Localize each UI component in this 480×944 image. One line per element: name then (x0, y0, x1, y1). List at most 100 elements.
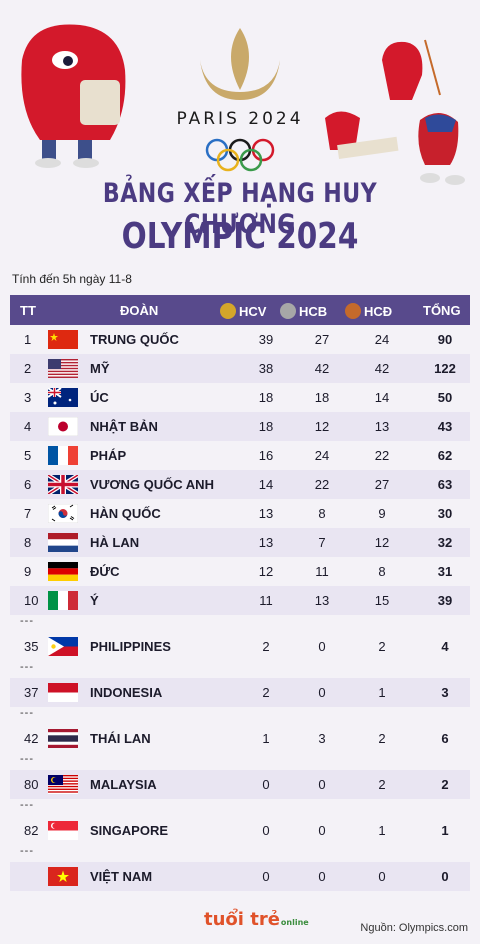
separator-dashes: --- (20, 661, 34, 673)
de-flag-icon (48, 562, 78, 581)
bronze-count: 2 (378, 731, 386, 746)
total-count: 39 (437, 593, 453, 608)
silver-count: 12 (314, 419, 330, 434)
col-rank: TT (20, 303, 36, 318)
rank-cell: 7 (24, 506, 32, 521)
team-name: PHILIPPINES (90, 639, 171, 654)
id-flag-icon (48, 683, 78, 702)
total-count: 43 (437, 419, 453, 434)
silver-count: 42 (314, 361, 330, 376)
team-name: HÀN QUỐC (90, 506, 161, 521)
au-flag-icon (47, 387, 78, 407)
bronze-count: 15 (374, 593, 390, 608)
silver-count: 22 (314, 477, 330, 492)
total-count: 2 (441, 777, 449, 792)
rank-cell: 4 (24, 419, 32, 434)
team-name: VIỆT NAM (90, 869, 153, 884)
gold-count: 16 (258, 448, 274, 463)
table-body: 1 TRUNG QUỐC 39 27 24 90 2 MỸ 38 42 42 122 3 ÚC 18 18 14… (10, 325, 470, 891)
gold-count: 11 (259, 593, 273, 608)
bronze-count: 1 (378, 823, 386, 838)
silver-count: 27 (314, 332, 330, 347)
team-name: PHÁP (90, 448, 127, 463)
gold-count: 2 (262, 685, 270, 700)
table-row: 1 TRUNG QUỐC 39 27 24 90 (10, 325, 470, 354)
silver-count: 13 (314, 593, 330, 608)
team-name: NHẬT BẢN (90, 419, 158, 434)
col-bronze: HCĐ (345, 303, 392, 319)
team-name: Ý (90, 593, 99, 608)
col-gold: HCV (220, 303, 266, 319)
total-count: 1 (441, 823, 449, 838)
page-subtitle: OLYMPIC 2024 (121, 216, 359, 257)
silver-count: 0 (318, 777, 326, 792)
separator-dashes: --- (20, 707, 34, 719)
table-row: 9 ĐỨC 12 11 8 31 (10, 557, 470, 586)
silver-medal-icon (280, 303, 296, 319)
rank-cell: 8 (24, 535, 32, 550)
my-flag-icon (48, 775, 78, 794)
table-row: 4 NHẬT BẢN 18 12 13 43 (10, 412, 470, 441)
table-row: 80 MALAYSIA 0 0 2 2 (10, 770, 470, 799)
row-separator: --- (10, 799, 470, 816)
silver-count: 0 (318, 685, 326, 700)
silver-count: 7 (318, 535, 326, 550)
separator-dashes: --- (20, 753, 34, 765)
silver-count: 3 (318, 731, 326, 746)
jp-flag-icon (47, 416, 79, 437)
silver-count: 8 (318, 506, 326, 521)
team-name: HÀ LAN (90, 535, 140, 550)
ph-flag-icon (48, 637, 78, 656)
row-separator: --- (10, 661, 470, 678)
rank-cell: 10 (24, 593, 39, 608)
row-separator: --- (10, 845, 470, 862)
bronze-count: 9 (378, 506, 386, 521)
col-team: ĐOÀN (120, 303, 159, 318)
rank-cell: 42 (24, 731, 39, 746)
total-count: 62 (437, 448, 453, 463)
team-name: ĐỨC (90, 564, 120, 579)
team-name: THÁI LAN (90, 731, 151, 746)
it-flag-icon (48, 591, 78, 610)
silver-count: 11 (315, 564, 329, 579)
header-artwork: PARIS 2024 BẢNG XẾP HẠNG HUY CHƯƠNG OLYM… (0, 0, 480, 270)
team-name: VƯƠNG QUỐC ANH (90, 477, 214, 492)
row-separator: --- (10, 753, 470, 770)
total-count: 0 (441, 869, 449, 884)
table-row: 6 VƯƠNG QUỐC ANH 14 22 27 63 (10, 470, 470, 499)
rank-cell: 80 (24, 777, 39, 792)
bronze-count: 13 (374, 419, 390, 434)
fr-flag-icon (48, 446, 78, 465)
mascots-illustration (21, 24, 465, 185)
vn-flag-icon (48, 867, 78, 886)
bronze-medal-icon (345, 303, 361, 319)
table-row: 3 ÚC 18 18 14 50 (10, 383, 470, 412)
gb-flag-icon (46, 473, 80, 496)
gold-count: 0 (262, 777, 270, 792)
total-count: 3 (441, 685, 449, 700)
table-row: 35 PHILIPPINES 2 0 2 4 (10, 632, 470, 661)
gold-count: 2 (262, 639, 270, 654)
rank-cell: 5 (24, 448, 32, 463)
paris-2024-label: PARIS 2024 (176, 109, 304, 129)
th-flag-icon (48, 729, 78, 748)
bronze-count: 8 (378, 564, 386, 579)
row-separator: --- (10, 707, 470, 724)
rank-cell: 3 (24, 390, 32, 405)
bronze-count: 12 (374, 535, 390, 550)
sg-flag-icon (48, 821, 78, 840)
silver-count: 0 (318, 639, 326, 654)
total-count: 50 (437, 390, 453, 405)
bronze-count: 24 (374, 332, 390, 347)
rank-cell: 37 (24, 685, 39, 700)
bronze-count: 14 (374, 390, 390, 405)
team-name: TRUNG QUỐC (90, 332, 179, 347)
total-count: 63 (437, 477, 453, 492)
table-row: 5 PHÁP 16 24 22 62 (10, 441, 470, 470)
table-row: 37 INDONESIA 2 0 1 3 (10, 678, 470, 707)
bronze-count: 0 (378, 869, 386, 884)
gold-count: 38 (258, 361, 274, 376)
table-row: 2 MỸ 38 42 42 122 (10, 354, 470, 383)
page-title: BẢNG XẾP HẠNG HUY CHƯƠNG (102, 178, 378, 240)
bronze-count: 2 (378, 639, 386, 654)
